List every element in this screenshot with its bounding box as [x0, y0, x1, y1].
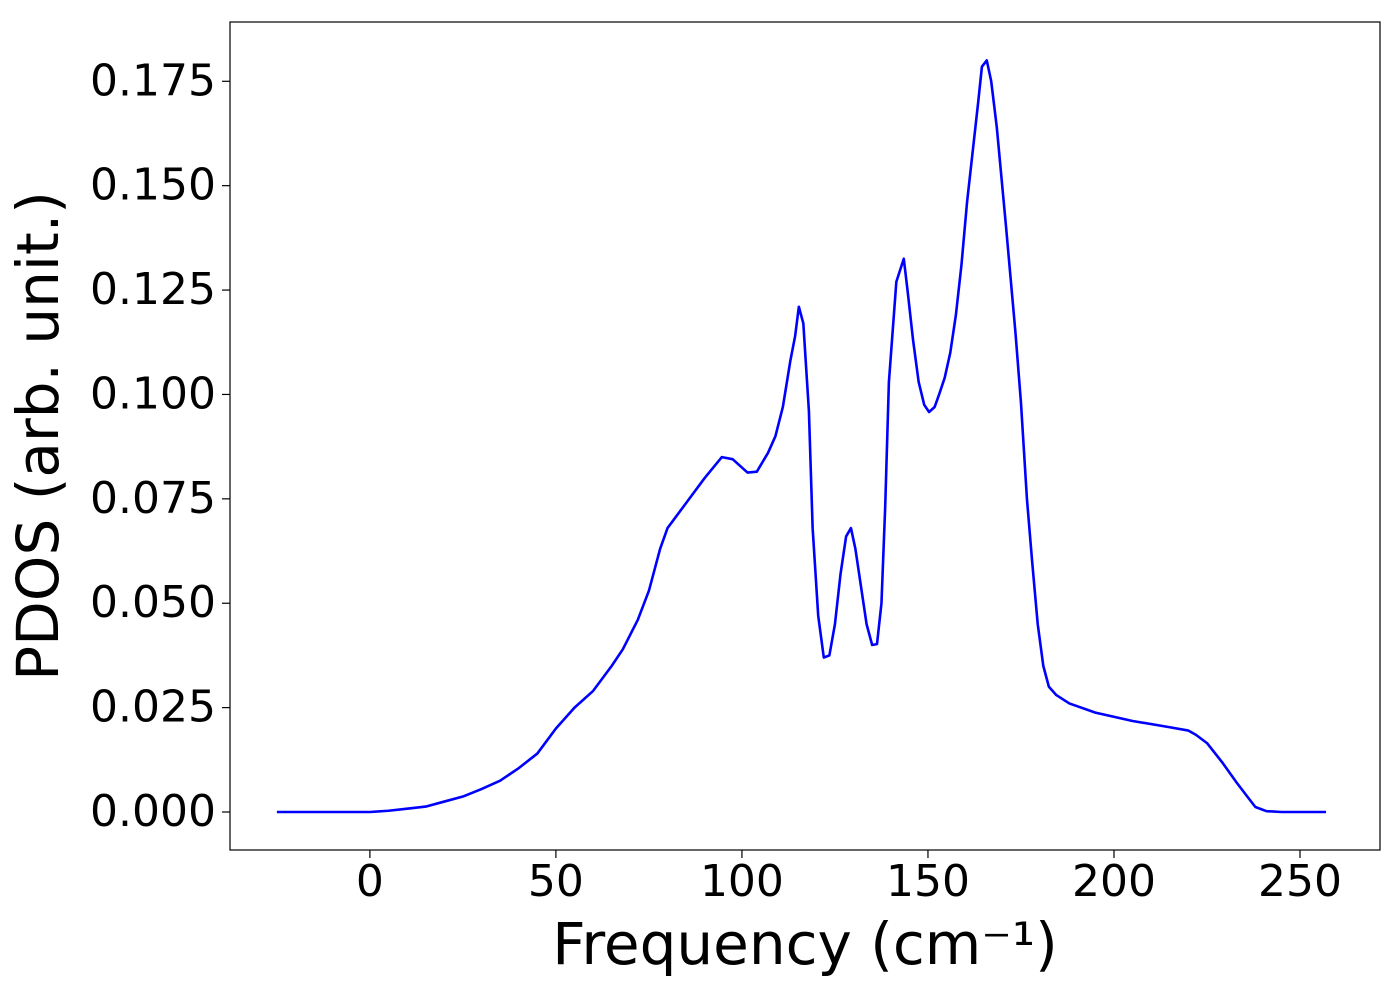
- data-line: [276, 59, 1327, 814]
- x-tick-label: 250: [1258, 856, 1342, 907]
- y-tick-label: 0.100: [90, 368, 216, 419]
- y-tick-label: 0.075: [90, 473, 216, 524]
- x-tick-label: 0: [356, 856, 384, 907]
- x-tick-label: 100: [700, 856, 784, 907]
- y-tick-label: 0.025: [90, 682, 216, 733]
- x-tick-label: 50: [528, 856, 584, 907]
- x-tick-label: 150: [886, 856, 970, 907]
- x-axis-label: Frequency (cm⁻¹): [552, 910, 1058, 978]
- y-tick-label: 0.125: [90, 264, 216, 315]
- x-tick-label: 200: [1072, 856, 1156, 907]
- y-tick-label: 0.175: [90, 55, 216, 106]
- y-axis-label: PDOS (arb. unit.): [4, 191, 72, 681]
- y-tick-label: 0.150: [90, 160, 216, 211]
- plot-frame: [229, 21, 1381, 851]
- y-tick-label: 0.000: [90, 786, 216, 837]
- y-tick-label: 0.050: [90, 577, 216, 628]
